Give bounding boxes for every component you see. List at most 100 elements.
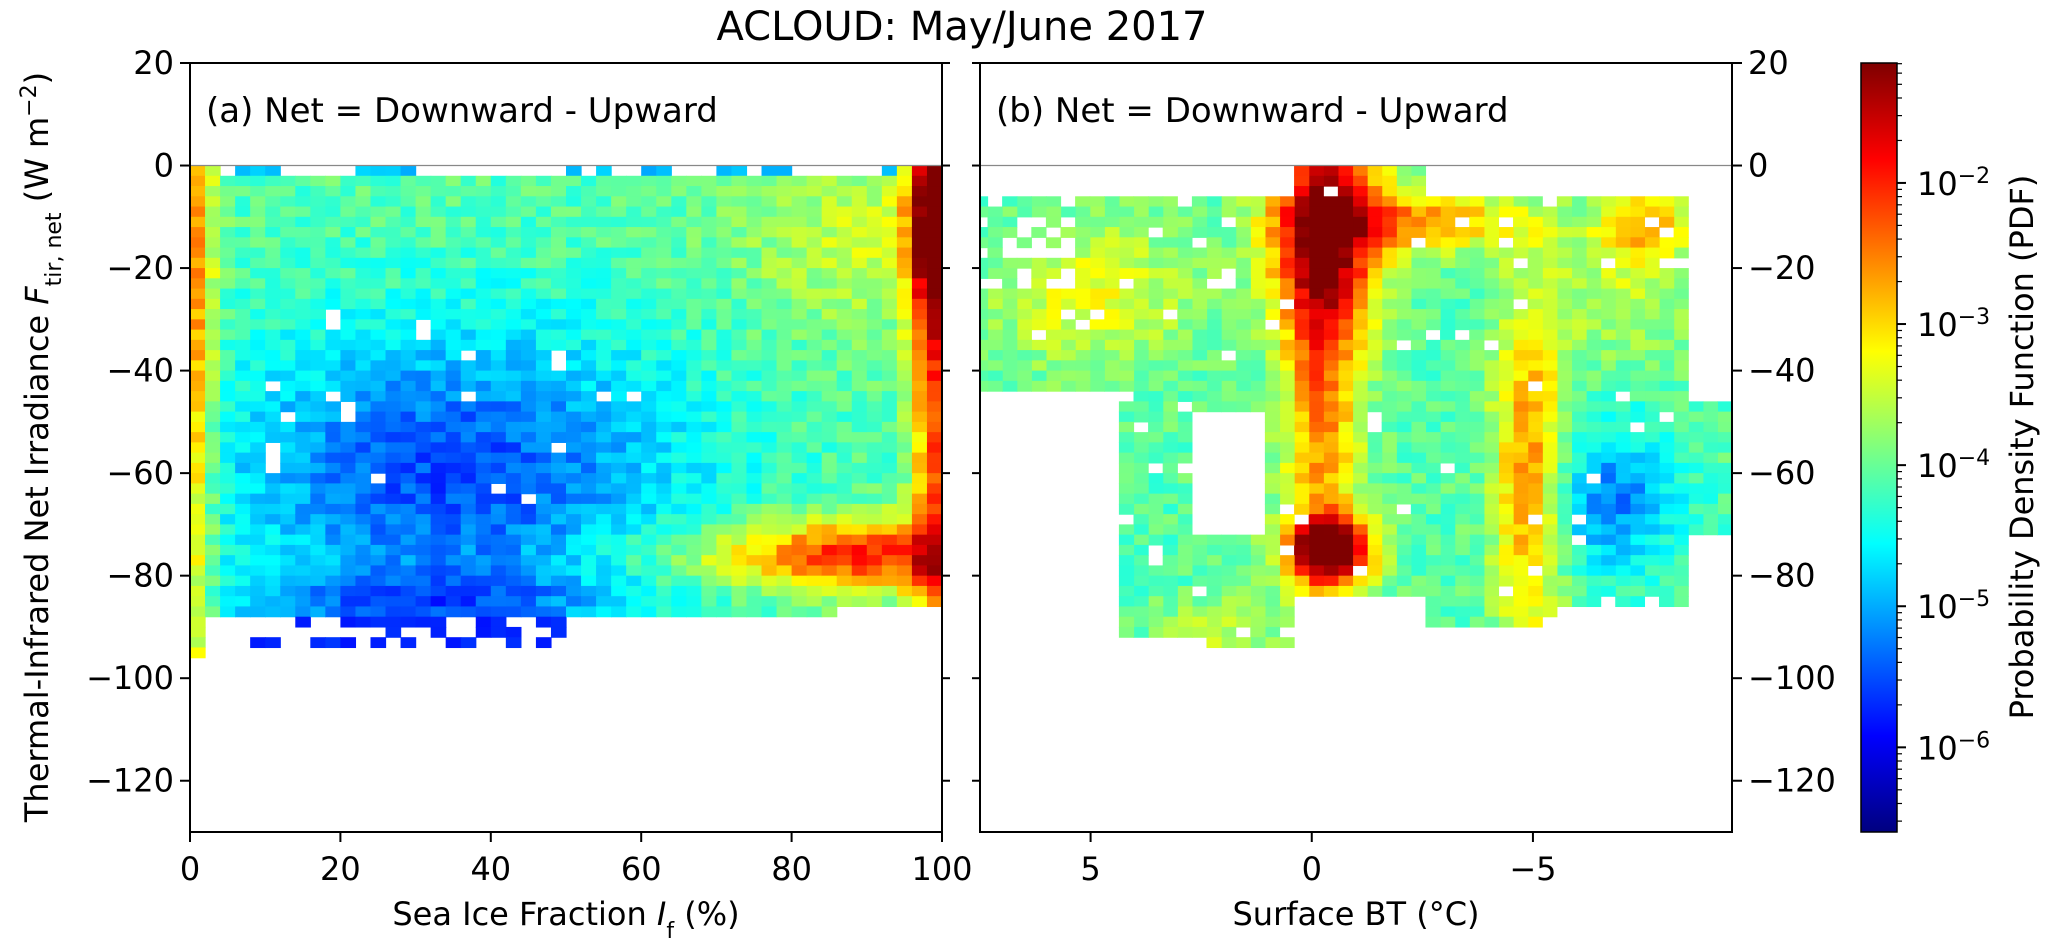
heatmap-cell <box>325 288 341 300</box>
heatmap-cell <box>415 585 432 597</box>
heatmap-cell <box>716 339 733 351</box>
heatmap-cell <box>1294 575 1310 587</box>
heatmap-cell <box>490 565 507 577</box>
heatmap-cell <box>1294 257 1310 269</box>
heatmap-cell <box>340 350 357 361</box>
heatmap-cell <box>1367 575 1383 587</box>
heatmap-cell <box>1206 268 1222 279</box>
heatmap-cell <box>445 637 462 649</box>
heatmap-cell <box>881 206 898 218</box>
heatmap-cell <box>1221 227 1237 238</box>
heatmap-cell <box>791 421 808 433</box>
heatmap-cell <box>746 596 763 608</box>
heatmap-cell <box>1542 606 1558 618</box>
heatmap-cell <box>370 544 387 556</box>
heatmap-cell <box>1440 473 1456 484</box>
heatmap-cell <box>475 452 492 464</box>
heatmap-cell <box>1177 350 1193 361</box>
heatmap-cell <box>1104 350 1120 361</box>
heatmap-cell <box>1702 432 1718 443</box>
heatmap-cell <box>596 401 612 413</box>
heatmap-cell <box>746 350 763 361</box>
heatmap-cell <box>415 196 432 208</box>
heatmap-cell <box>866 309 883 320</box>
heatmap-cell <box>866 544 883 556</box>
heatmap-cell <box>1498 432 1514 443</box>
heatmap-cell <box>430 616 447 628</box>
heatmap-cell <box>460 288 477 300</box>
heatmap-cell <box>190 452 206 464</box>
heatmap-cell <box>520 268 537 279</box>
heatmap-cell <box>385 268 402 279</box>
heatmap-cell <box>1513 483 1529 495</box>
heatmap-cell <box>1367 175 1383 187</box>
heatmap-cell <box>836 360 853 372</box>
heatmap-cell <box>1673 391 1689 402</box>
heatmap-cell <box>806 544 823 556</box>
heatmap-cell <box>626 421 642 433</box>
heatmap-cell <box>911 452 928 464</box>
heatmap-cell <box>235 309 251 320</box>
heatmap-cell <box>250 462 266 474</box>
heatmap-cell <box>866 575 883 587</box>
heatmap-cell <box>1337 247 1354 259</box>
heatmap-cell <box>776 442 793 454</box>
heatmap-cell <box>1586 319 1602 331</box>
heatmap-cell <box>190 616 206 628</box>
heatmap-cell <box>250 483 266 495</box>
heatmap-cell <box>641 288 657 300</box>
heatmap-cell <box>1440 565 1456 577</box>
heatmap-cell <box>1440 442 1456 454</box>
heatmap-cell <box>1556 575 1573 587</box>
heatmap-cell <box>205 216 221 228</box>
heatmap-cell <box>535 319 552 331</box>
heatmap-cell <box>1162 380 1178 392</box>
heatmap-cell <box>1571 257 1587 269</box>
heatmap-cell <box>355 565 372 577</box>
heatmap-cell <box>265 524 281 536</box>
heatmap-cell <box>535 606 552 618</box>
heatmap-cell <box>1337 319 1354 331</box>
heatmap-cell <box>190 575 206 587</box>
colorbar-tick-label: 10−2 <box>1917 163 1990 203</box>
heatmap-cell <box>325 339 341 351</box>
heatmap-cell <box>190 421 206 433</box>
heatmap-cell <box>1352 360 1368 372</box>
heatmap-cell <box>731 186 748 197</box>
heatmap-cell <box>731 216 748 228</box>
heatmap-cell <box>1191 575 1208 587</box>
heatmap-cell <box>1527 237 1543 249</box>
heatmap-cell <box>1337 544 1354 556</box>
heatmap-cell <box>310 227 326 238</box>
heatmap-cell <box>310 411 326 423</box>
heatmap-cell <box>1294 268 1310 279</box>
heatmap-cell <box>1045 309 1062 320</box>
heatmap-cell <box>1556 309 1573 320</box>
heatmap-cell <box>460 216 477 228</box>
heatmap-cell <box>761 452 778 464</box>
heatmap-cell <box>1221 637 1237 649</box>
x-tick-label: 80 <box>771 850 812 888</box>
heatmap-cell <box>445 411 462 423</box>
heatmap-cell <box>235 544 251 556</box>
heatmap-cell <box>1337 432 1354 443</box>
heatmap-cell <box>1235 257 1251 269</box>
heatmap-cell <box>641 401 657 413</box>
heatmap-cell <box>1425 350 1441 361</box>
y-tick-label: −40 <box>1748 352 1816 390</box>
heatmap-cell <box>1352 268 1368 279</box>
heatmap-cell <box>280 544 296 556</box>
heatmap-cell <box>701 575 717 587</box>
heatmap-cell <box>671 370 687 382</box>
heatmap-cell <box>656 309 672 320</box>
heatmap-cell <box>1556 339 1573 351</box>
heatmap-cell <box>731 237 748 249</box>
heatmap-cell <box>1615 534 1631 546</box>
heatmap-cell <box>1396 216 1412 228</box>
heatmap-cell <box>1454 493 1470 505</box>
heatmap-cell <box>265 329 281 341</box>
heatmap-cell <box>596 175 612 187</box>
heatmap-cell <box>1659 380 1675 392</box>
heatmap-cell <box>791 565 808 577</box>
heatmap-cell <box>791 206 808 218</box>
